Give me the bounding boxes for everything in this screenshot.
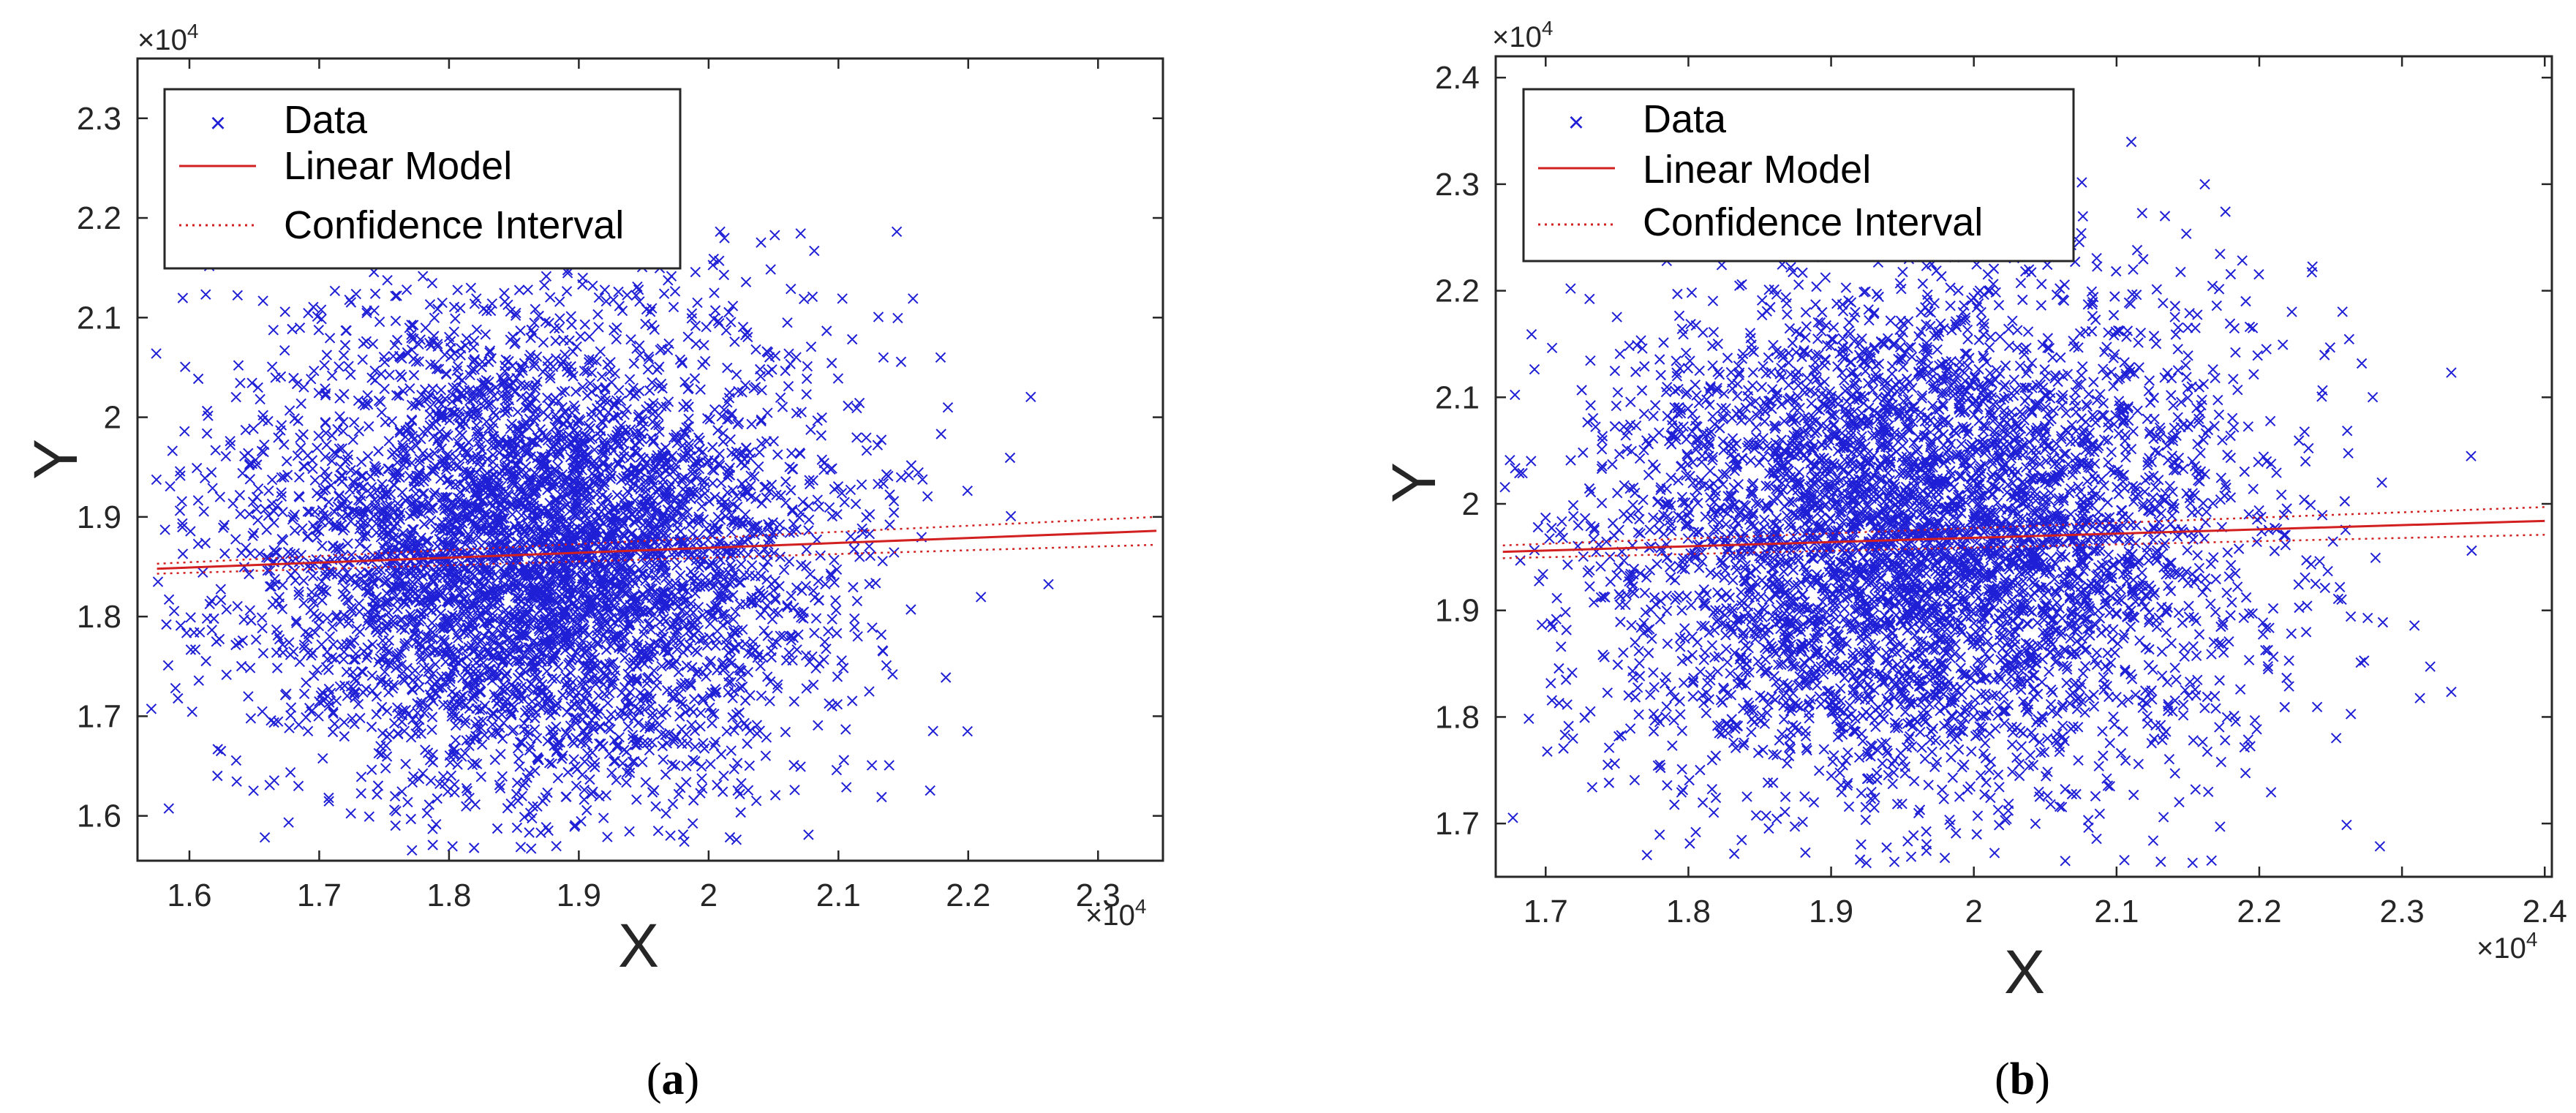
x-axis-label: X: [2004, 937, 2045, 1006]
y-tick-label: 2.4: [1435, 60, 1480, 96]
x-tick-label: 2: [700, 878, 718, 913]
y-tick-label: 1.9: [77, 499, 121, 535]
y-tick-label: 1.6: [77, 799, 121, 834]
legend-box: [1522, 88, 2075, 263]
legend-label-linear-model: Linear Model: [284, 144, 512, 188]
scatter-marks: [159, 228, 1054, 856]
panel-caption: (b): [1995, 1054, 2050, 1104]
panel-b: 1.7 1.8 1.9 2 2.1 2.2 2.3 2.4 1.7 1.8 1.9 2 2.1 2.2 2…: [1379, 17, 2567, 1104]
legend-label-data: Data: [1643, 97, 1727, 141]
y-axis-label: Y: [1379, 462, 1448, 503]
y-ticks: 1.7 1.8 1.9 2 2.1 2.2 2.3 2.4: [1435, 60, 2552, 842]
confidence-upper-line: [1502, 506, 2545, 547]
y-tick-label: 2.1: [77, 300, 121, 336]
legend: × Data Linear Model Confidence Interval: [163, 88, 682, 270]
x-multiplier: ×104: [2477, 928, 2537, 965]
y-tick-label: 2.3: [77, 101, 121, 137]
model-lines: [1502, 506, 2545, 559]
x-tick-label: 1.6: [167, 878, 211, 913]
x-tick-label: 2.1: [816, 878, 861, 913]
y-tick-label: 2: [1462, 486, 1480, 522]
legend-label-confidence-interval: Confidence Interval: [284, 203, 624, 247]
legend-label-linear-model: Linear Model: [1643, 148, 1871, 192]
y-ticks: 1.6 1.7 1.8 1.9 2 2.1 2.2 2.3: [77, 101, 1163, 834]
model-lines: [157, 516, 1157, 575]
panel-caption: (a): [647, 1054, 699, 1104]
legend: × Data Linear Model Confidence Interval: [1522, 88, 2075, 263]
y-tick-label: 2.1: [1435, 380, 1480, 415]
linear-model-line: [1502, 519, 2545, 554]
legend-label-confidence-interval: Confidence Interval: [1643, 200, 1983, 244]
axes-box: [1494, 55, 2553, 878]
y-tick-label: 2: [104, 400, 121, 436]
y-multiplier: ×104: [1492, 17, 1553, 53]
legend-marker-data: ×: [210, 108, 226, 139]
y-tick-label: 2.2: [77, 200, 121, 236]
legend-box: [163, 88, 682, 270]
y-tick-label: 2.3: [1435, 167, 1480, 203]
scatter-points: [146, 187, 1054, 856]
x-axis-label: X: [618, 911, 659, 980]
legend-marker-data: ×: [1568, 107, 1584, 138]
y-tick-label: 1.8: [77, 599, 121, 635]
x-tick-label: 1.7: [297, 878, 342, 913]
x-tick-label: 2.2: [946, 878, 990, 913]
x-tick-label: 2.3: [1076, 878, 1121, 913]
x-ticks: 1.6 1.7 1.8 1.9 2 2.1 2.2 2.3: [167, 59, 1121, 913]
confidence-lower-line: [157, 543, 1157, 575]
y-axis-label: Y: [21, 439, 90, 480]
x-tick-label: 1.7: [1524, 894, 1568, 929]
confidence-upper-line: [157, 516, 1157, 565]
axes-box: [136, 57, 1164, 862]
panel-a: 1.6 1.7 1.8 1.9 2 2.1 2.2 2.3 1.6 1.7 1.8 1.9 2 2.1 2…: [21, 20, 1164, 1104]
confidence-lower-line: [1502, 534, 2545, 559]
x-tick-label: 2.3: [2380, 894, 2425, 929]
y-tick-label: 1.9: [1435, 593, 1480, 629]
x-tick-label: 1.8: [1666, 894, 1711, 929]
y-multiplier: ×104: [138, 20, 198, 56]
x-tick-label: 2.1: [2094, 894, 2139, 929]
x-tick-label: 2.4: [2523, 894, 2567, 929]
scatter-marks: [1507, 154, 2477, 866]
x-ticks: 1.7 1.8 1.9 2 2.1 2.2 2.3 2.4: [1524, 56, 2567, 929]
y-tick-label: 1.7: [1435, 806, 1480, 842]
x-tick-label: 2.2: [2237, 894, 2281, 929]
x-multiplier: ×104: [1085, 895, 1146, 932]
x-tick-label: 1.9: [557, 878, 601, 913]
y-tick-label: 1.8: [1435, 699, 1480, 735]
y-tick-label: 2.2: [1435, 273, 1480, 309]
linear-model-line: [157, 529, 1157, 570]
x-tick-label: 1.9: [1809, 894, 1853, 929]
x-tick-label: 2: [1965, 894, 1982, 929]
legend-label-data: Data: [284, 98, 368, 142]
x-tick-label: 1.8: [426, 878, 471, 913]
y-tick-label: 1.7: [77, 698, 121, 734]
